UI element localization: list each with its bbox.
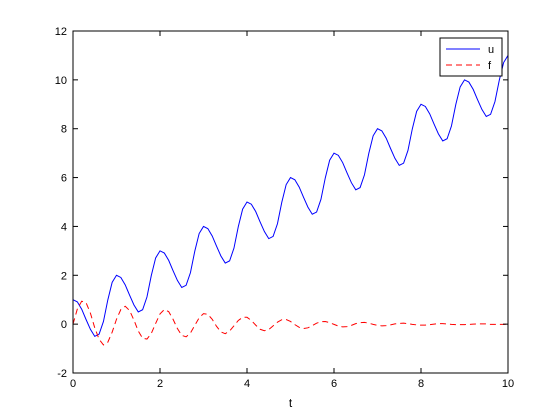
y-tick-label: 4: [61, 221, 67, 233]
legend: uf: [439, 37, 503, 77]
x-tick-label: 0: [70, 378, 76, 390]
x-tick-label: 4: [244, 378, 250, 390]
y-axis-ticks: -2 0 2 4 6 8 10 12: [55, 26, 508, 380]
y-tick-label: 8: [61, 124, 67, 136]
legend-label-u: u: [488, 44, 494, 56]
series-layer: [72, 55, 509, 346]
plot-frame: [72, 30, 509, 374]
x-axis-title: t: [289, 396, 293, 410]
x-tick-label: 10: [502, 378, 514, 390]
x-tick-label: 2: [157, 378, 163, 390]
y-tick-label: 2: [61, 270, 67, 282]
series-u-line: [72, 55, 509, 338]
plot-area: [73, 31, 508, 373]
series-f-line: [72, 300, 509, 346]
legend-box: [439, 37, 503, 77]
y-tick-label: 0: [61, 319, 67, 331]
x-axis-ticks: 0 2 4 6 8 10: [70, 31, 514, 390]
y-tick-label: 10: [55, 75, 67, 87]
y-tick-label: 12: [55, 26, 67, 38]
x-tick-label: 6: [331, 378, 337, 390]
y-tick-label: -2: [57, 368, 67, 380]
x-tick-label: 8: [418, 378, 424, 390]
legend-label-f: f: [488, 60, 492, 72]
y-tick-label: 6: [61, 173, 67, 185]
